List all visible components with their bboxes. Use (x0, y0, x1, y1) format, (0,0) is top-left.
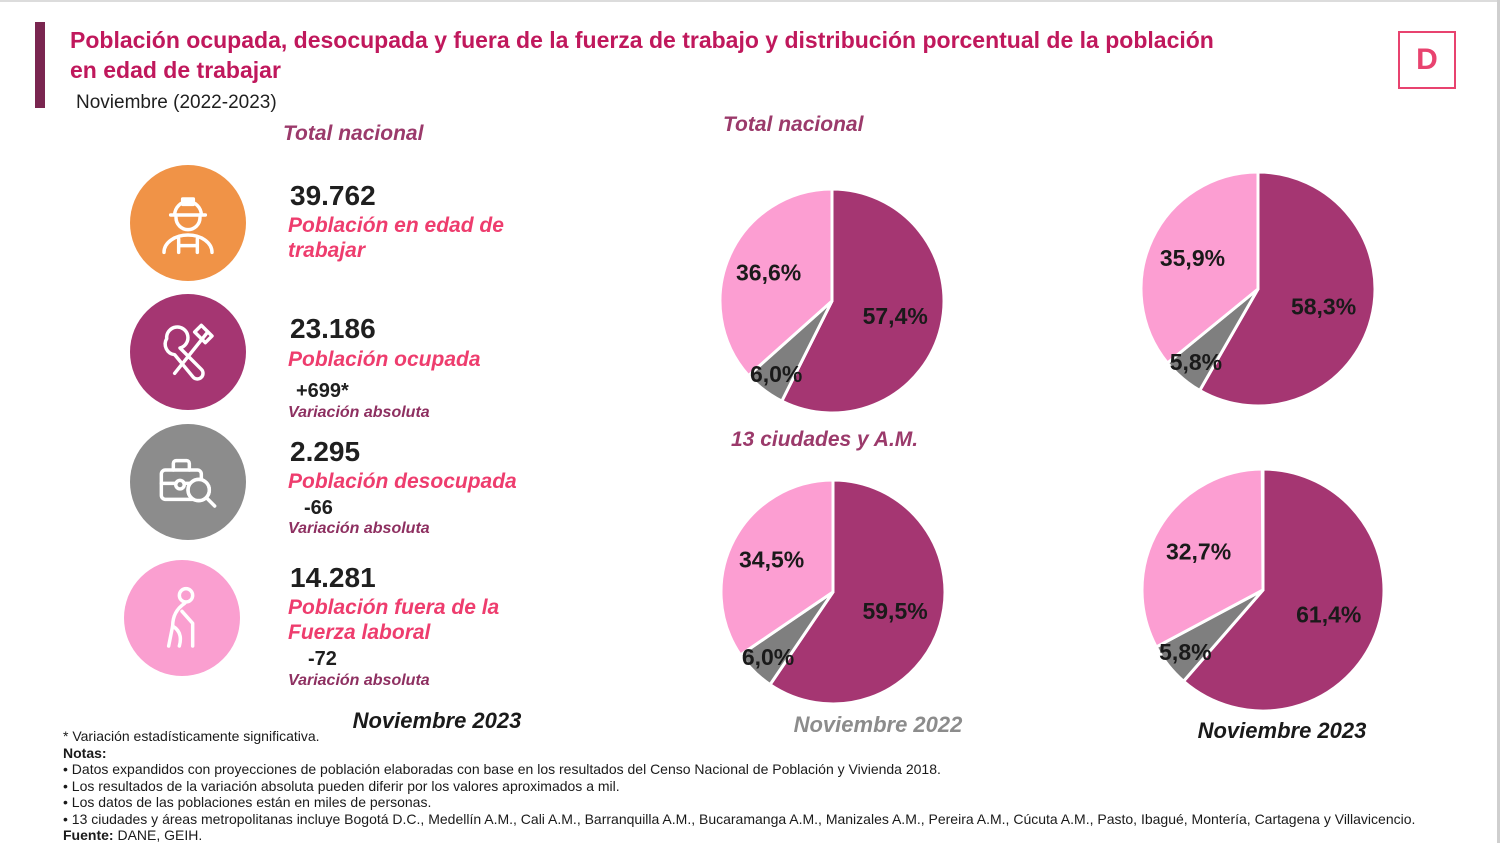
footnote-fuente-text: DANE, GEIH. (113, 827, 203, 843)
footnote-bullet-3: • Los datos de las poblaciones están en … (63, 794, 432, 810)
pie-13-ciudades-2022: 59,5% 6,0% 34,5% (693, 452, 973, 737)
pie-slice-fuera-fuerza-laboral (718, 187, 834, 378)
pie-percent-label-desocupada: 5,8% (1159, 639, 1211, 665)
dane-logo-letter: D (1416, 43, 1438, 76)
worker-icon (162, 197, 214, 255)
left-panel-heading: Total nacional (283, 122, 424, 145)
pie-percent-label-fuera-fuerza-laboral: 34,5% (739, 547, 804, 573)
stat-circle-desocupada (130, 424, 246, 540)
stat-circle-fuera-fuerza (124, 560, 240, 676)
pie-slice-ocupada (768, 478, 947, 706)
stat-variation-desocupada: -66 (304, 497, 333, 519)
pie-percent-label-fuera-fuerza-laboral: 35,9% (1160, 245, 1225, 271)
footnote-notas-label: Notas: (63, 744, 107, 761)
stat-label-edad-trabajar: Población en edad de trabajar (288, 214, 504, 262)
elderly-person-icon (166, 586, 195, 648)
stat-label-ocupada: Población ocupada (288, 348, 481, 371)
stat-label-desocupada: Población desocupada (288, 470, 517, 493)
pie-slice-ocupada (1182, 467, 1386, 713)
stat-variation-label-desocupada: Variación absoluta (288, 520, 430, 537)
stat-variation-fuera-fuerza: -72 (308, 648, 337, 670)
stat-circle-ocupada (130, 294, 246, 410)
pie-total-nacional-2022: 57,4% 6,0% 36,6% (692, 161, 972, 446)
footnote-bullet-2: • Los resultados de la variación absolut… (63, 777, 620, 794)
footnote-fuente-label: Fuente: (63, 827, 114, 843)
pie-percent-label-desocupada: 6,0% (742, 644, 794, 670)
footnote-asterisk: * Variación estadísticamente significati… (63, 728, 320, 744)
footnote-bullet-1: • Datos expandidos con proyecciones de p… (63, 761, 941, 777)
pie-percent-label-ocupada: 58,3% (1291, 293, 1356, 319)
briefcase-search-icon (159, 458, 217, 508)
left-panel-period-label: Noviembre 2023 (352, 708, 522, 733)
footnote-bullet-4: • 13 ciudades y áreas metropolitanas inc… (63, 810, 1416, 827)
stat-variation-label-fuera-fuerza: Variación absoluta (288, 672, 430, 689)
stat-value-fuera-fuerza: 14.281 (290, 562, 376, 593)
page-title: Población ocupada, desocupada y fuera de… (70, 27, 1214, 83)
page-subtitle: Noviembre (2022-2023) (76, 92, 277, 113)
pie-percent-label-ocupada: 59,5% (862, 598, 927, 624)
pie-slice-fuera-fuerza-laboral (719, 478, 835, 657)
stat-variation-label-ocupada: Variación absoluta (288, 404, 430, 421)
pie-13-ciudades-2023: 61,4% 5,8% 32,7% (1123, 450, 1403, 735)
pie-percent-label-fuera-fuerza-laboral: 32,7% (1166, 539, 1231, 565)
window-top-edge (0, 0, 1500, 2)
pie-percent-label-desocupada: 6,0% (750, 361, 802, 387)
pie-slice-ocupada (1198, 170, 1377, 408)
stat-label-fuera-fuerza: Población fuera de la Fuerza laboral (288, 596, 500, 644)
stat-value-ocupada: 23.186 (290, 313, 376, 344)
footnotes: * Variación estadísticamente significati… (63, 728, 1416, 843)
pie-percent-label-ocupada: 61,4% (1296, 602, 1361, 628)
dane-logo: D (1398, 31, 1456, 89)
stat-value-desocupada: 2.295 (290, 436, 361, 467)
pies-col-label-2022: Noviembre 2022 (793, 712, 963, 737)
stat-variation-ocupada: +699* (296, 380, 349, 402)
pie-percent-label-desocupada: 5,8% (1170, 349, 1222, 375)
pies-col-label-2023: Noviembre 2023 (1197, 718, 1367, 743)
pie-total-nacional-2023: 58,3% 5,8% 35,9% (1118, 149, 1398, 434)
pie-percent-label-fuera-fuerza-laboral: 36,6% (736, 260, 801, 286)
pie-slice-fuera-fuerza-laboral (1139, 170, 1260, 365)
window-right-edge (1497, 0, 1500, 843)
pie-percent-label-ocupada: 57,4% (863, 303, 928, 329)
pies-group1-heading: Total nacional (723, 113, 864, 136)
pies-group2-heading: 13 ciudades y A.M. (731, 428, 919, 451)
pie-slice-ocupada (780, 187, 946, 415)
footnote-fuente: Fuente: DANE, GEIH. (63, 827, 1343, 843)
stat-value-edad-trabajar: 39.762 (290, 180, 376, 211)
stat-circle-edad-trabajar (130, 165, 246, 281)
title-accent-bar (35, 22, 45, 108)
tools-icon (163, 323, 214, 381)
pie-slice-fuera-fuerza-laboral (1140, 467, 1265, 649)
